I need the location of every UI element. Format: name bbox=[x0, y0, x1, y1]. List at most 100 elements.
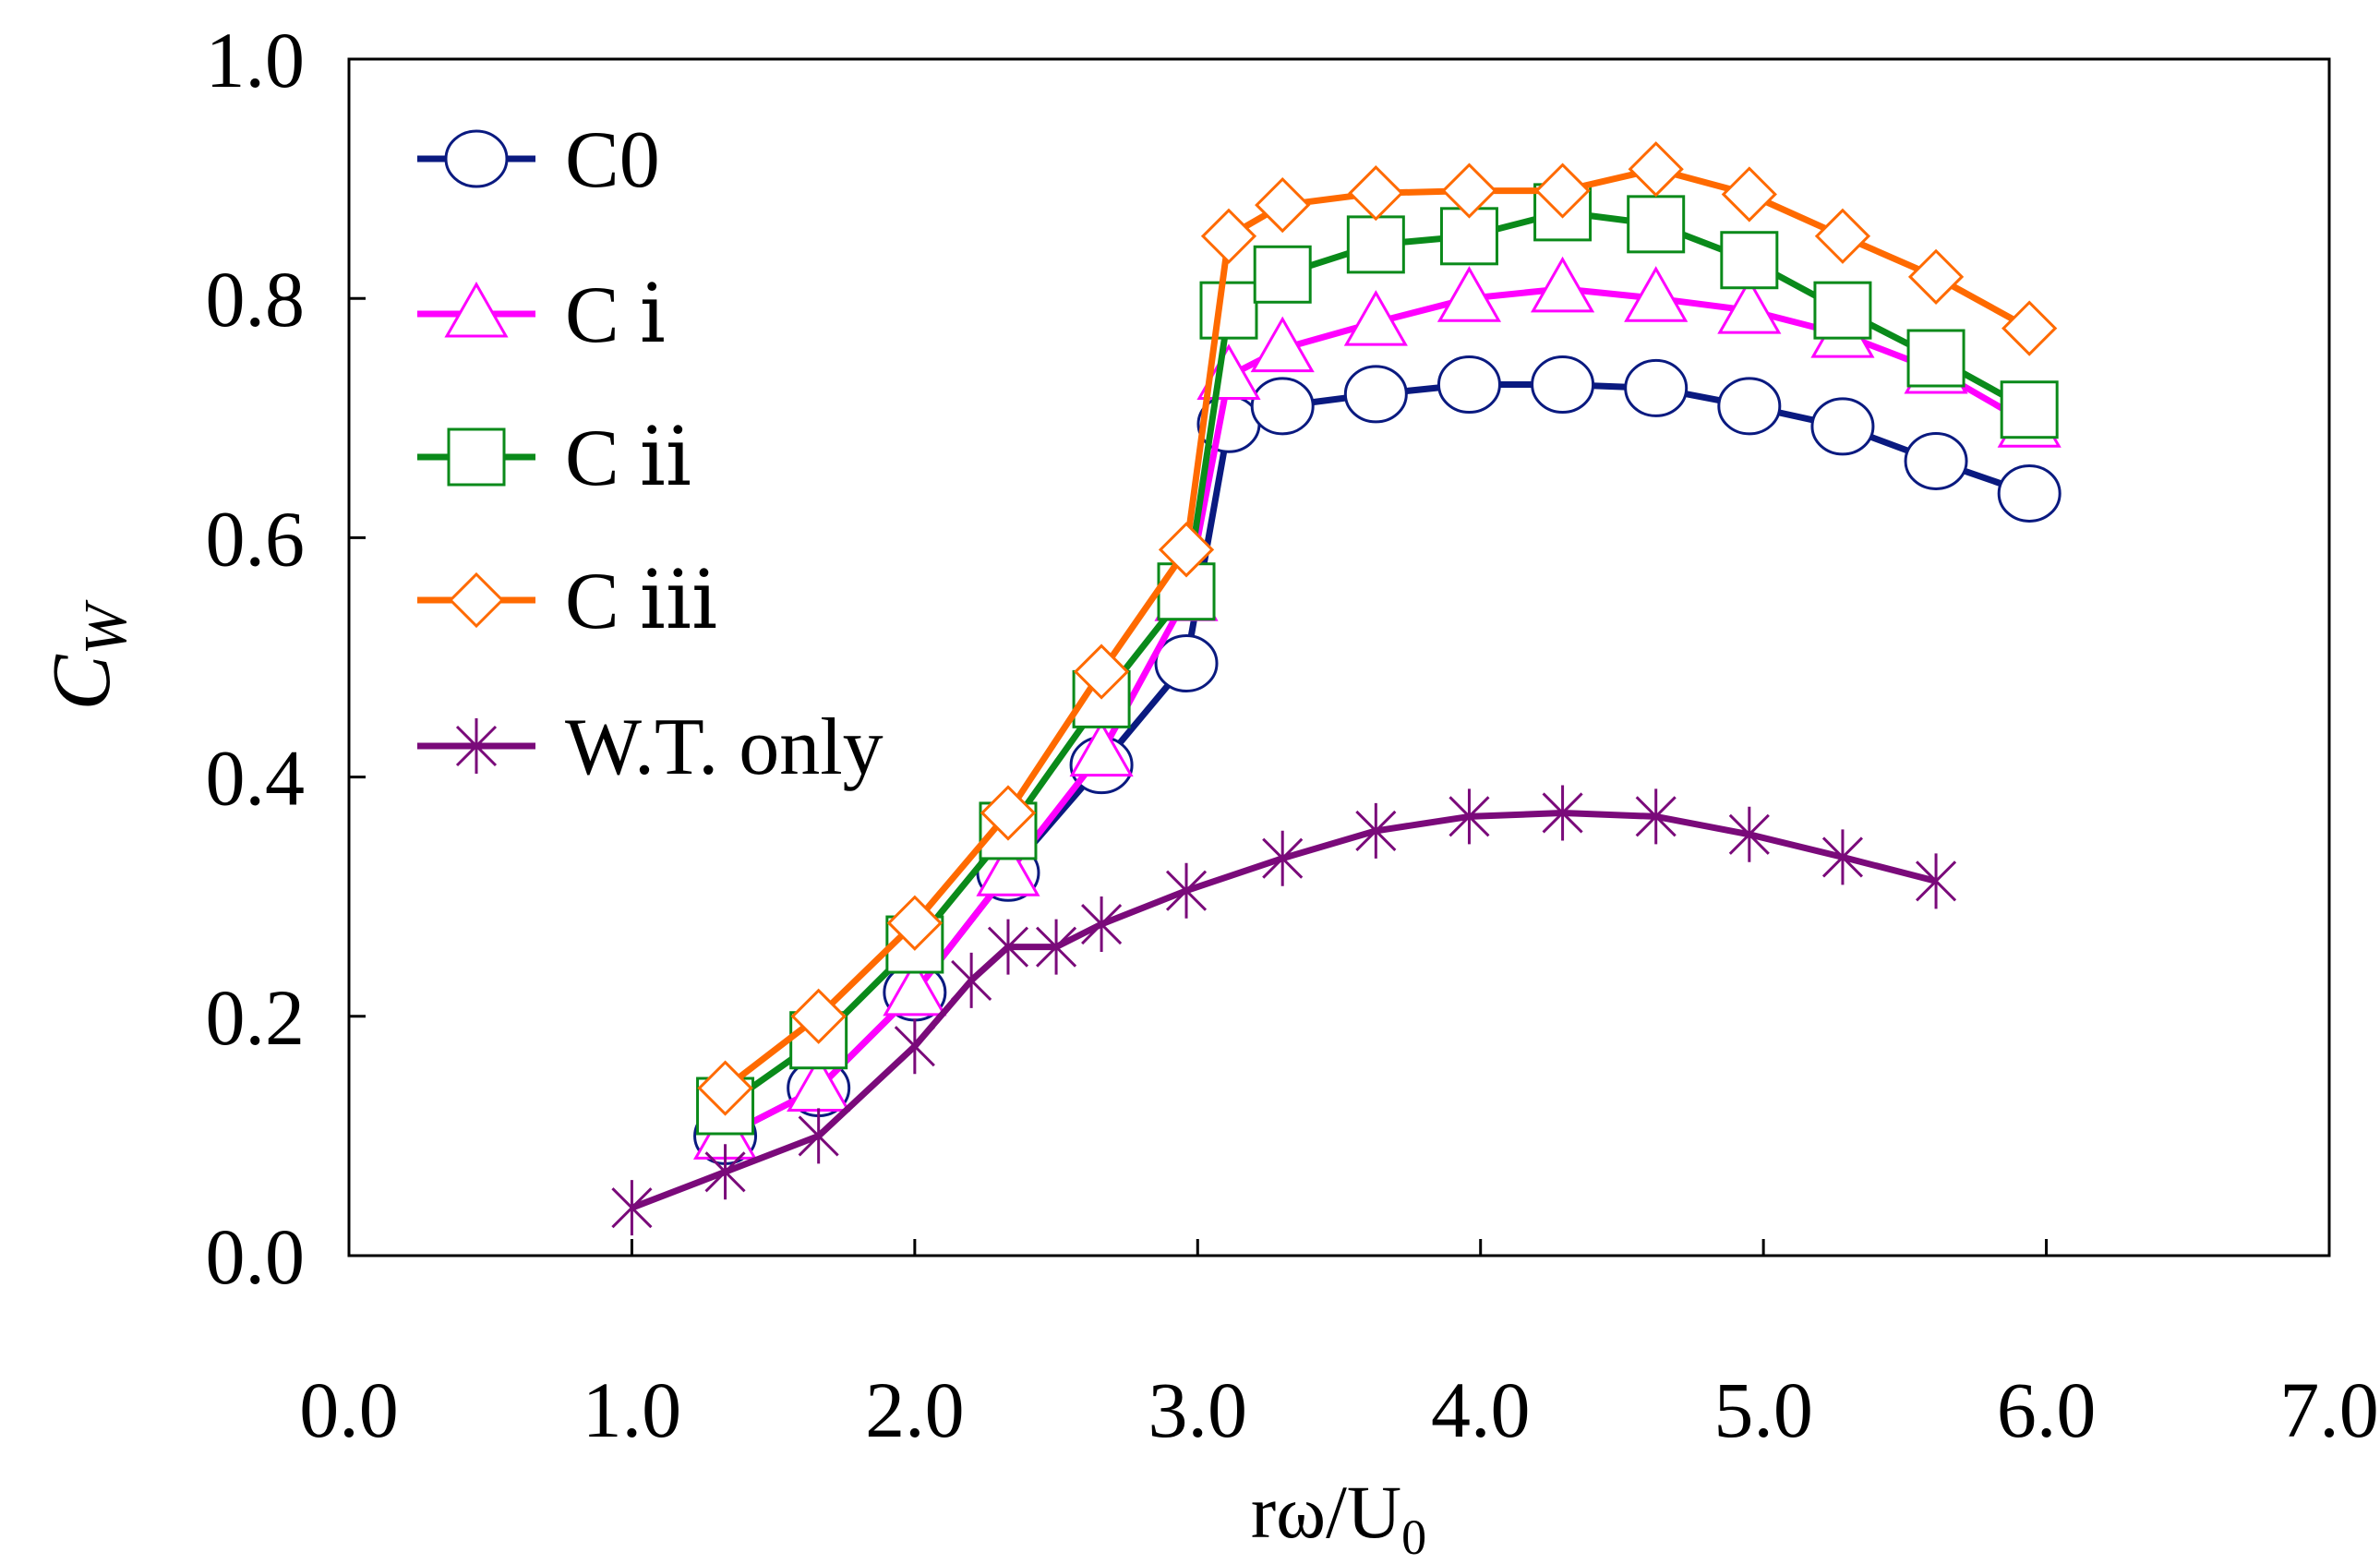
data-point-star bbox=[704, 1144, 746, 1200]
legend-label: C ⅱ bbox=[565, 414, 691, 503]
y-axis-ticks: 0.0 0.2 0.4 0.6 0.8 1.0 bbox=[206, 16, 366, 1301]
legend: C0 C ⅰ C ⅱ C ⅲ W.T. only bbox=[417, 115, 883, 792]
data-point-triangle bbox=[883, 959, 947, 1017]
data-point-diamond bbox=[1255, 176, 1311, 234]
data-point-circle bbox=[1343, 365, 1408, 424]
data-point-triangle bbox=[1069, 720, 1134, 777]
data-point-square bbox=[1199, 281, 1258, 340]
data-point-square bbox=[2000, 380, 2059, 439]
data-point-diamond bbox=[2001, 300, 2058, 356]
legend-item: C ⅱ bbox=[417, 414, 691, 503]
data-point-star bbox=[1262, 830, 1304, 886]
x-tick-label: 2.0 bbox=[865, 1365, 965, 1454]
data-point-triangle bbox=[1436, 266, 1502, 322]
legend-item: C ⅰ bbox=[417, 271, 666, 360]
x-tick-label: 1.0 bbox=[583, 1365, 682, 1454]
x-tick-label: 3.0 bbox=[1148, 1365, 1248, 1454]
series-diamond bbox=[697, 141, 2058, 1116]
legend-label: C0 bbox=[565, 115, 660, 205]
legend-item: W.T. only bbox=[417, 703, 883, 792]
data-point-triangle bbox=[1624, 266, 1689, 322]
data-point-star bbox=[1448, 788, 1490, 845]
data-point-triangle bbox=[444, 281, 509, 338]
series-line bbox=[723, 165, 2031, 1091]
x-tick-label: 7.0 bbox=[2279, 1365, 2379, 1454]
data-point-star bbox=[1821, 829, 1864, 885]
series-star bbox=[611, 785, 1957, 1236]
data-point-star bbox=[1542, 785, 1583, 841]
data-point-star bbox=[455, 718, 498, 774]
y-tick-label: 0.6 bbox=[206, 494, 306, 583]
data-point-circle bbox=[1624, 358, 1689, 417]
data-point-star bbox=[1728, 806, 1770, 862]
data-point-triangle bbox=[1717, 278, 1782, 334]
data-point-triangle bbox=[1530, 256, 1595, 313]
data-point-star bbox=[798, 1108, 839, 1164]
legend-item: C0 bbox=[417, 115, 660, 205]
x-tick-label: 6.0 bbox=[1997, 1365, 2097, 1454]
data-point-circle bbox=[1531, 355, 1595, 415]
data-point-diamond bbox=[448, 571, 505, 629]
data-point-square bbox=[1346, 215, 1405, 274]
data-point-circle bbox=[444, 129, 509, 188]
data-point-triangle bbox=[1343, 290, 1408, 346]
data-point-triangle bbox=[1196, 343, 1261, 400]
x-tick-label: 4.0 bbox=[1431, 1365, 1531, 1454]
data-point-square bbox=[1906, 329, 1965, 388]
data-point-star bbox=[1915, 853, 1957, 909]
series-layer bbox=[611, 141, 2061, 1236]
y-tick-label: 1.0 bbox=[206, 16, 306, 104]
x-tick-label: 0.0 bbox=[299, 1365, 399, 1454]
data-point-square bbox=[1627, 195, 1686, 254]
series-line bbox=[723, 381, 2031, 1139]
data-point-circle bbox=[1250, 377, 1315, 436]
data-point-star bbox=[1165, 862, 1208, 919]
data-point-square bbox=[1720, 231, 1779, 290]
data-point-circle bbox=[1904, 431, 1968, 490]
data-point-star bbox=[1635, 788, 1677, 845]
data-point-diamond bbox=[1534, 162, 1591, 219]
series-line bbox=[723, 209, 2031, 1109]
data-point-diamond bbox=[1073, 644, 1130, 700]
data-point-star bbox=[1355, 802, 1397, 859]
y-axis-label: CW bbox=[36, 599, 139, 710]
data-point-star bbox=[987, 919, 1029, 975]
data-point-diamond bbox=[1158, 522, 1215, 578]
data-point-diamond bbox=[1721, 166, 1777, 223]
data-point-diamond bbox=[886, 895, 943, 951]
data-point-circle bbox=[1154, 633, 1219, 692]
y-tick-label: 0.2 bbox=[206, 973, 306, 1062]
data-point-circle bbox=[1436, 355, 1501, 415]
data-point-star bbox=[611, 1180, 653, 1236]
x-tick-label: 5.0 bbox=[1713, 1365, 1813, 1454]
data-point-star bbox=[951, 952, 992, 1008]
data-point-diamond bbox=[697, 1060, 753, 1116]
x-axis-label: rω/U0 bbox=[1251, 1470, 1426, 1559]
y-tick-label: 0.8 bbox=[206, 255, 306, 343]
data-point-triangle bbox=[1250, 316, 1315, 373]
legend-label: W.T. only bbox=[565, 703, 883, 792]
x-axis-ticks: 0.0 1.0 2.0 3.0 4.0 5.0 6.0 7.0 bbox=[299, 1239, 2379, 1454]
data-point-circle bbox=[1810, 397, 1875, 456]
data-point-diamond bbox=[1814, 208, 1871, 264]
y-tick-label: 0.4 bbox=[206, 734, 306, 823]
data-point-diamond bbox=[1441, 162, 1497, 219]
data-point-square bbox=[447, 427, 506, 487]
series-circle bbox=[693, 355, 2061, 1165]
data-point-star bbox=[894, 1018, 935, 1075]
data-point-square bbox=[1253, 245, 1312, 304]
legend-item: C ⅲ bbox=[417, 557, 717, 646]
data-point-circle bbox=[1997, 463, 2061, 523]
data-point-diamond bbox=[1200, 208, 1257, 264]
plot-frame bbox=[347, 57, 2331, 1257]
data-point-triangle bbox=[976, 840, 1040, 896]
data-point-diamond bbox=[1907, 248, 1965, 305]
y-tick-label: 0.0 bbox=[206, 1212, 306, 1301]
series-line bbox=[723, 285, 2031, 1139]
legend-label: C ⅰ bbox=[565, 271, 666, 360]
data-point-circle bbox=[1717, 377, 1782, 436]
data-point-diamond bbox=[980, 785, 1037, 841]
data-point-star bbox=[1036, 919, 1077, 975]
